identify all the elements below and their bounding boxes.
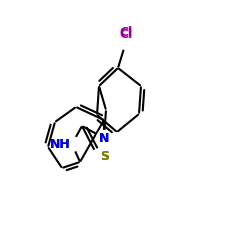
Text: Cl: Cl — [120, 28, 132, 41]
Text: N: N — [99, 132, 109, 144]
Circle shape — [64, 136, 80, 152]
Text: N: N — [99, 132, 109, 144]
Circle shape — [118, 34, 134, 50]
Circle shape — [96, 130, 112, 146]
Text: NH: NH — [50, 138, 71, 150]
Text: S: S — [100, 150, 109, 164]
Circle shape — [90, 150, 106, 164]
Text: Cl: Cl — [120, 26, 132, 40]
Text: S: S — [100, 150, 110, 164]
Text: NH: NH — [50, 138, 71, 150]
